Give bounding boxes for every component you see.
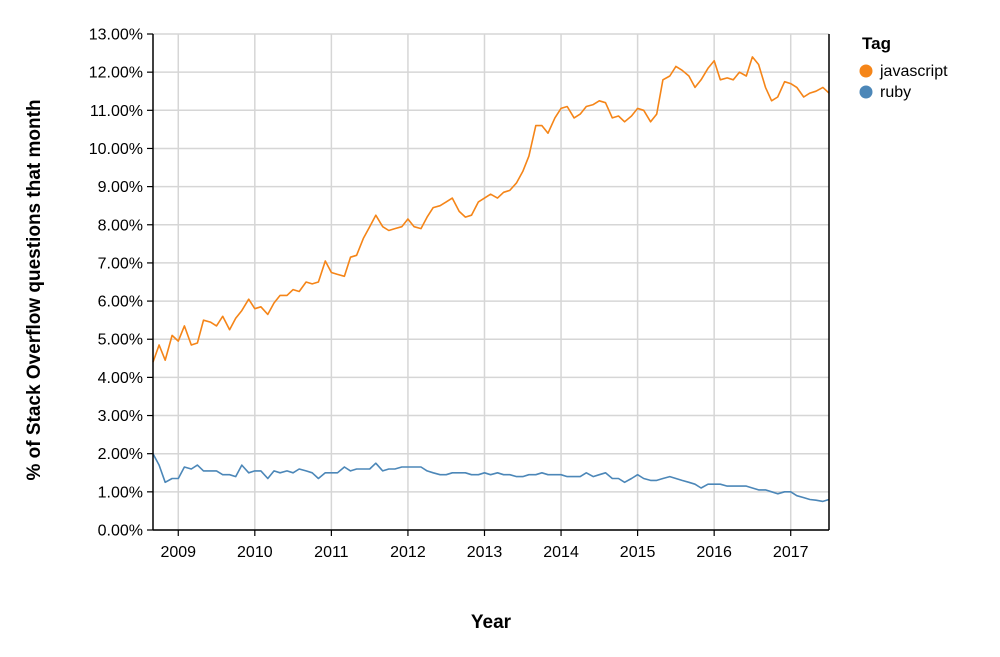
legend-label-javascript: javascript bbox=[879, 63, 948, 80]
y-tick-label: 5.00% bbox=[98, 332, 143, 349]
legend-swatch-javascript bbox=[859, 64, 873, 78]
y-tick-label: 4.00% bbox=[98, 370, 143, 387]
gridlines bbox=[153, 33, 829, 531]
series-lines bbox=[152, 56, 830, 503]
x-tick-label: 2012 bbox=[390, 544, 426, 561]
x-tick-label: 2014 bbox=[543, 544, 579, 561]
x-tick-label: 2011 bbox=[314, 544, 349, 561]
y-tick-label: 10.00% bbox=[89, 141, 143, 158]
axes bbox=[152, 34, 830, 531]
legend-label-ruby: ruby bbox=[880, 84, 911, 101]
y-axis-title: % of Stack Overflow questions that month bbox=[24, 99, 45, 480]
series-line-javascript bbox=[152, 56, 830, 363]
y-tick-label: 7.00% bbox=[98, 255, 143, 272]
y-tick-label: 13.00% bbox=[89, 27, 143, 44]
y-tick-label: 8.00% bbox=[98, 217, 143, 234]
x-tick-label: 2013 bbox=[467, 544, 503, 561]
x-tick-label: 2016 bbox=[696, 544, 732, 561]
legend-swatch-ruby bbox=[859, 85, 873, 99]
series-line-ruby bbox=[152, 453, 830, 503]
x-axis-ticks: 2009 2010 2011 2012 2013 2014 2015 2016 2017 bbox=[160, 530, 809, 561]
y-tick-label: 6.00% bbox=[98, 294, 143, 311]
y-tick-label: 1.00% bbox=[98, 484, 143, 501]
y-tick-label: 0.00% bbox=[98, 523, 143, 540]
y-tick-label: 2.00% bbox=[98, 446, 143, 463]
y-tick-label: 9.00% bbox=[98, 179, 143, 196]
y-axis-ticks: 0.00% 1.00% 2.00% 3.00% 4.00% 5.00% 6.00% 7.00%… bbox=[89, 27, 153, 540]
legend-title: Tag bbox=[862, 34, 891, 53]
x-tick-label: 2009 bbox=[160, 544, 196, 561]
y-tick-label: 3.00% bbox=[98, 408, 143, 425]
x-tick-label: 2017 bbox=[773, 544, 809, 561]
x-tick-label: 2015 bbox=[620, 544, 656, 561]
x-axis-title: Year bbox=[471, 612, 512, 633]
y-tick-label: 11.00% bbox=[90, 103, 143, 120]
y-tick-label: 12.00% bbox=[89, 65, 143, 82]
legend: Tag javascript ruby bbox=[859, 34, 948, 101]
x-tick-label: 2010 bbox=[237, 544, 273, 561]
